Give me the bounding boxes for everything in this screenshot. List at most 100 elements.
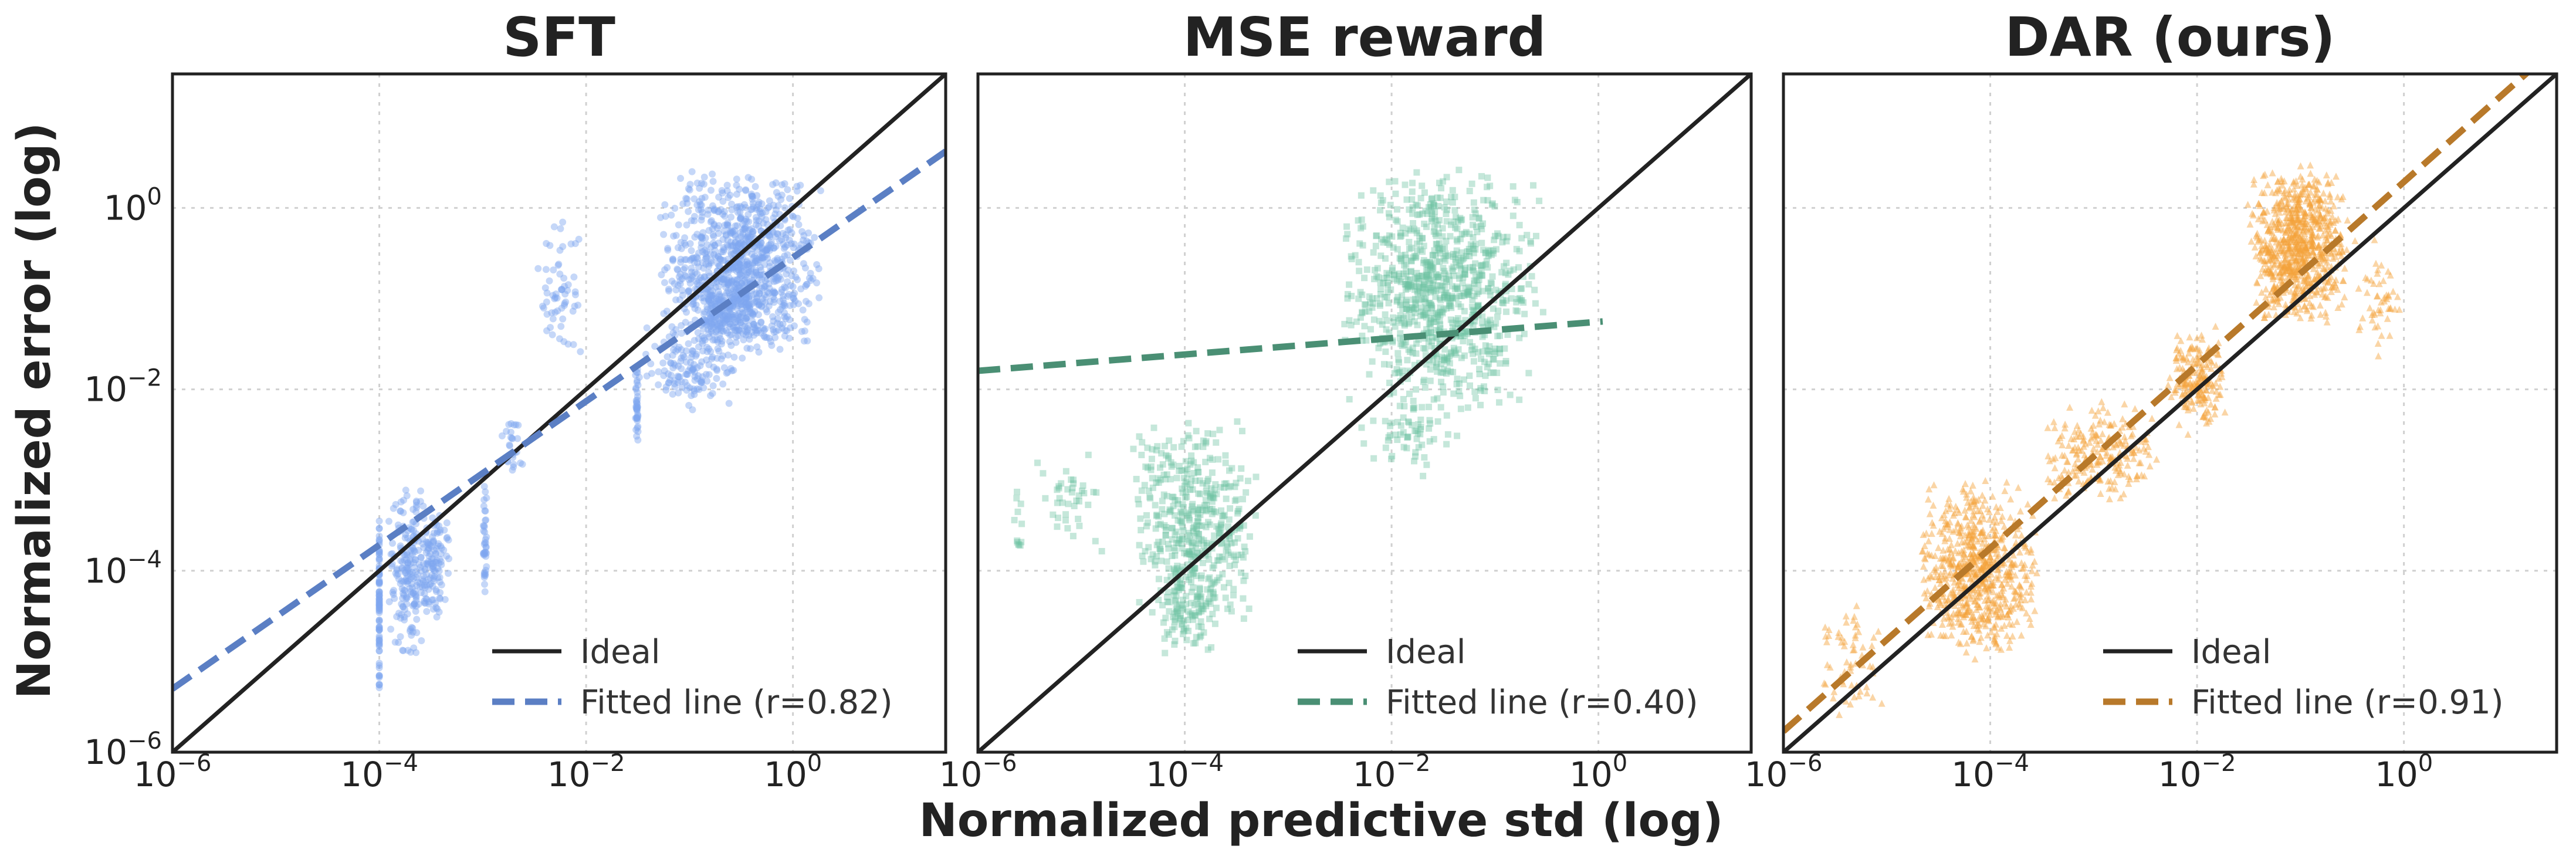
panel-1-point-241 (415, 560, 423, 568)
panel-2-point-412 (1143, 523, 1150, 530)
panel-3-point-208 (1955, 577, 1962, 585)
panel-2-point-414 (1186, 532, 1193, 539)
panel-2-point-1160 (1401, 322, 1408, 329)
panel-2-point-450 (1168, 463, 1175, 470)
panel-3-point-1171 (2198, 390, 2206, 398)
panel-1-point-1086 (658, 271, 665, 279)
panel-1-point-1108 (690, 212, 698, 220)
panel-1-point-1773 (709, 330, 717, 337)
panel-2-point-1495 (1425, 404, 1432, 411)
panel-3-point-374 (1968, 541, 1976, 549)
panel-1-y-tick-3-base: 10 (104, 188, 147, 228)
panel-3-point-1427 (2304, 181, 2312, 188)
panel-3-point-1267 (2296, 195, 2303, 202)
panel-1-point-1075 (689, 273, 696, 281)
panel-2-point-165 (1150, 424, 1157, 431)
panel-2-point-1320 (1439, 245, 1446, 252)
panel-1-point-460 (514, 435, 522, 442)
panel-3-point-1065 (2215, 391, 2223, 398)
panel-2-point-571 (1176, 615, 1183, 622)
panel-3-point-793 (2080, 442, 2087, 450)
panel-2-point-1291 (1444, 367, 1451, 374)
panel-3-point-15 (1849, 641, 1857, 648)
panel-3-point-1128 (2212, 323, 2219, 330)
panel-1-point-204 (398, 611, 405, 618)
panel-3-point-1105 (2171, 388, 2179, 396)
panel-3-point-1034 (2177, 347, 2185, 354)
panel-1-point-1730 (758, 302, 766, 310)
panel-1-point-1662 (705, 333, 713, 341)
panel-2-point-822 (1433, 274, 1440, 281)
panel-1-point-1205 (752, 269, 760, 276)
panel-2-point-404 (1198, 602, 1205, 609)
panel-1-x-tick-2-exp: −2 (591, 750, 625, 777)
panel-1-point-1362 (740, 241, 747, 248)
panel-1-point-1354 (698, 201, 705, 209)
panel-2-point-209 (1206, 521, 1213, 528)
panel-2-point-1373 (1498, 269, 1505, 276)
panel-3-point-531 (1971, 616, 1979, 624)
panel-3-point-1516 (2255, 215, 2262, 222)
panel-3-point-530 (1966, 538, 1974, 546)
panel-3-point-278 (2003, 631, 2010, 639)
panel-2-point-1318 (1478, 172, 1485, 180)
panel-3-point-652 (1969, 543, 1976, 550)
panel-2-point-411 (1169, 536, 1176, 543)
panel-1-point-1309 (723, 221, 731, 228)
panel-1-point-1364 (728, 242, 736, 249)
panel-1-point-138 (402, 486, 409, 494)
panel-1-point-558 (634, 415, 641, 422)
panel-2-point-999 (1418, 308, 1425, 315)
panel-2-point-958 (1440, 357, 1447, 364)
panel-2-point-852 (1427, 377, 1434, 384)
panel-1-point-826 (686, 240, 694, 248)
panel-1-point-651 (690, 387, 698, 395)
panel-1-point-1509 (733, 276, 741, 283)
panel-2-point-245 (1177, 517, 1184, 525)
panel-1-point-1053 (791, 289, 798, 297)
panel-2-point-806 (1423, 361, 1430, 368)
panel-2-point-676 (1432, 252, 1439, 259)
panel-1-x-tick-0-base: 10 (134, 755, 177, 794)
panel-1-point-567 (674, 378, 682, 386)
panel-3-point-1138 (2198, 374, 2205, 381)
panel-1-point-208 (404, 561, 412, 569)
panel-3-point-943 (2098, 398, 2106, 405)
panel-1-y-tick-3: 100 (104, 183, 162, 228)
panel-2-point-945 (1420, 284, 1427, 291)
panel-1-point-653 (671, 383, 679, 391)
panel-1-point-1136 (681, 239, 688, 247)
panel-2-point-640 (1430, 287, 1437, 295)
panel-2-point-287 (1234, 510, 1241, 517)
panel-1-point-999 (742, 186, 750, 194)
panel-2-point-688 (1494, 230, 1501, 237)
panel-2-point-1431 (1362, 308, 1369, 315)
panel-2-point-850 (1434, 312, 1441, 319)
panel-1-point-759 (740, 277, 748, 285)
panel-1-point-35 (375, 647, 383, 655)
panel-1-point-437 (480, 570, 488, 578)
panel-1-point-927 (686, 256, 694, 264)
panel-3-point-262 (1971, 569, 1978, 577)
panel-2-point-1330 (1377, 192, 1384, 199)
panel-2-point-13 (1075, 492, 1082, 499)
panel-3-point-329 (2007, 606, 2015, 614)
panel-1-point-502 (551, 309, 559, 316)
panel-1-point-439 (481, 580, 489, 588)
panel-2-point-678 (1420, 278, 1427, 285)
panel-1-point-1246 (770, 278, 778, 285)
panel-2-point-814 (1436, 216, 1443, 224)
panel-2-point-821 (1386, 329, 1393, 336)
panel-2-point-1322 (1518, 235, 1525, 242)
panel-3-point-1145 (2207, 415, 2215, 422)
panel-1-point-1410 (764, 204, 771, 212)
panel-2-point-789 (1484, 184, 1491, 191)
panel-2-point-416 (1209, 498, 1216, 505)
panel-2-point-1532 (1444, 431, 1451, 438)
panel-1-point-393 (422, 600, 429, 607)
panel-1-point-191 (393, 565, 401, 573)
panel-1-point-29 (375, 525, 383, 532)
panel-3-point-400 (1968, 554, 1975, 561)
panel-1-point-1640 (719, 316, 727, 324)
panel-3-point-384 (1974, 507, 1982, 515)
